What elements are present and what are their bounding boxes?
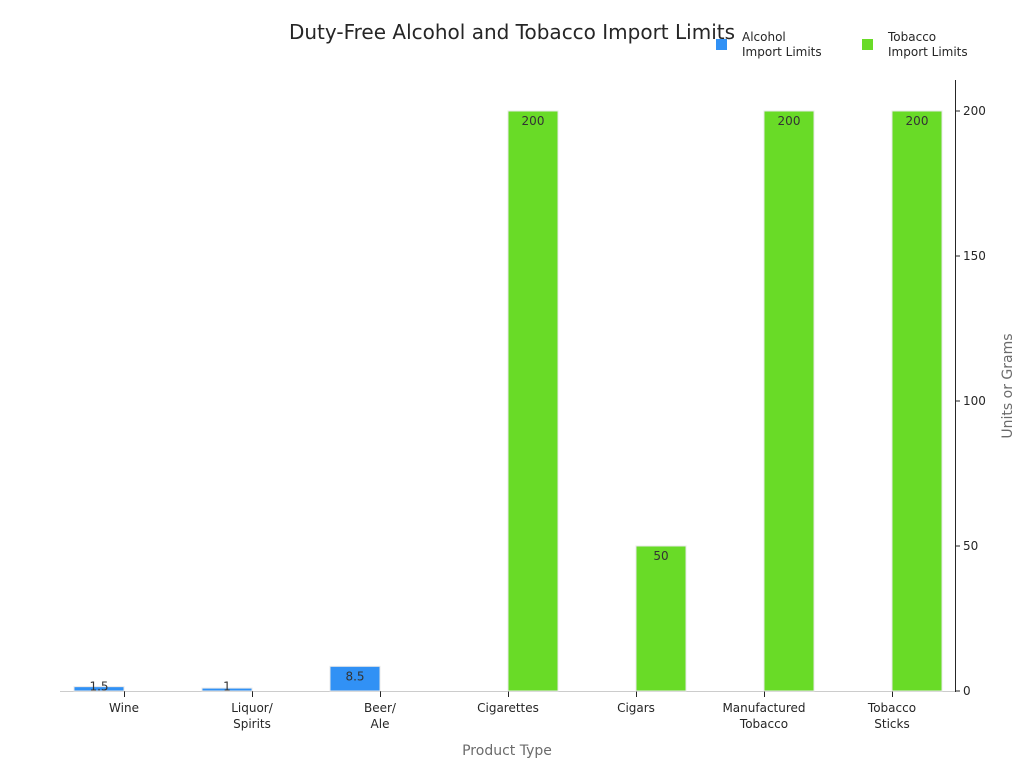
bar-alcohol[interactable] <box>329 665 381 692</box>
bar-value-label: 200 <box>522 114 545 128</box>
x-tick-label: Beer/Ale <box>364 701 397 731</box>
y-tick-label: 150 <box>963 249 986 263</box>
y-tick-label: 200 <box>963 104 986 118</box>
x-tick-label: Wine <box>109 701 139 715</box>
y-tick-label: 50 <box>963 539 978 553</box>
y-axis-title: Units or Grams <box>1000 333 1016 438</box>
y-tick-label: 0 <box>963 684 971 698</box>
legend-item-alcohol[interactable]: Alcohol Import Limits <box>716 30 842 60</box>
bar-tobacco[interactable] <box>763 110 815 692</box>
bar-value-label: 50 <box>653 549 668 563</box>
x-tick-label: Liquor/Spirits <box>231 701 274 731</box>
bar-tobacco[interactable] <box>507 110 559 692</box>
bar-tobacco[interactable] <box>891 110 943 692</box>
bar-value-label: 1.5 <box>89 680 108 694</box>
bar-value-label: 8.5 <box>345 669 364 683</box>
y-tick-label: 100 <box>963 394 986 408</box>
legend-label-tobacco: Tobacco Import Limits <box>888 30 968 59</box>
legend-item-tobacco[interactable]: Tobacco Import Limits <box>862 30 988 60</box>
legend: Alcohol Import Limits Tobacco Import Lim… <box>716 30 988 60</box>
legend-swatch-alcohol <box>716 39 727 50</box>
bar-value-label: 1 <box>223 680 231 694</box>
bar-value-label: 200 <box>906 114 929 128</box>
legend-swatch-tobacco <box>862 39 873 50</box>
legend-label-alcohol: Alcohol Import Limits <box>742 30 822 59</box>
bar-value-label: 200 <box>778 114 801 128</box>
bar-tobacco[interactable] <box>635 545 687 692</box>
x-axis-title: Product Type <box>462 743 552 759</box>
bar-alcohol[interactable] <box>201 687 253 692</box>
x-tick-label: Tobacco Sticks <box>867 701 916 731</box>
x-tick-label: Cigarettes <box>477 701 539 715</box>
bar-alcohol[interactable] <box>73 686 125 692</box>
x-tick-label: Manufactured Tobacco <box>722 701 805 731</box>
chart-title: Duty-Free Alcohol and Tobacco Import Lim… <box>288 20 736 44</box>
x-tick-label: Cigars <box>617 701 655 715</box>
